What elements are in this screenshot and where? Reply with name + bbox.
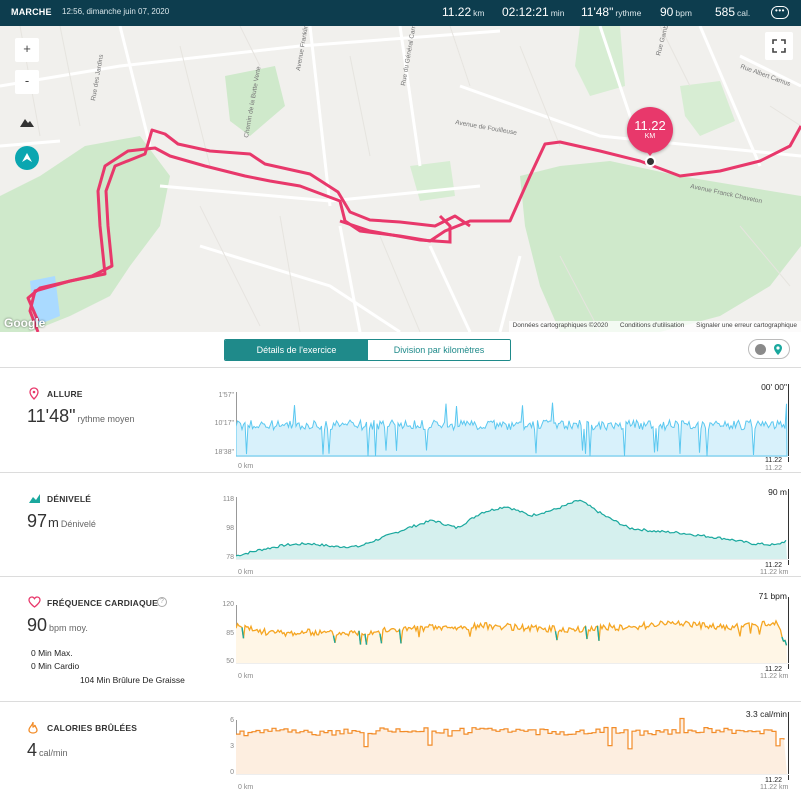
heart-rate-section: FRÉQUENCE CARDIAQUE ? 90 bpm moy. 0 Min M…: [0, 576, 801, 701]
report-error-link[interactable]: Signaler une erreur cartographique: [696, 322, 797, 329]
calories-rate: 4 cal/min: [27, 740, 68, 760]
elevation-current: 90 m: [768, 487, 787, 497]
zoom-in-button[interactable]: +: [15, 38, 39, 62]
calories-x-end: 11.22 km: [760, 784, 789, 791]
distance-marker-value: 11.22: [634, 118, 666, 133]
map-data-credit: Données cartographiques ©2020: [512, 322, 609, 329]
time-distance-toggle[interactable]: [748, 339, 790, 359]
heart-rate-series: [236, 619, 788, 646]
fullscreen-icon[interactable]: [765, 32, 793, 60]
heart-rate-end-value: 11.22: [765, 666, 782, 673]
zone-fat-burn: 104 Min Brûlure De Graisse: [80, 675, 185, 685]
calories-current: 3.3 cal/min: [745, 709, 787, 719]
calories-y-tick: 6: [230, 717, 234, 724]
calories-chart[interactable]: [236, 702, 791, 809]
street-label: Avenue de Fouilleuse: [455, 119, 518, 137]
calories-y-tick: 0: [230, 769, 234, 776]
calories-title: CALORIES BRÛLÉES: [47, 723, 138, 733]
elevation-y-tick: 98: [226, 525, 234, 532]
pace-y-tick: 18'38": [214, 449, 234, 456]
elevation-y-tick: 118: [222, 496, 234, 503]
street-label: Rue Gambetta: [655, 26, 673, 57]
elevation-title: DÉNIVELÉ: [47, 494, 92, 504]
pace-section: ALLURE 11'48" rythme moyen 00' 00" 1'57" …: [0, 367, 801, 472]
header-calories: 585 cal.: [715, 5, 751, 19]
heart-rate-current: 71 bpm: [758, 591, 787, 601]
location-pin-icon: [29, 387, 39, 400]
marker-tail: [645, 150, 655, 156]
calories-end-value: 11.22: [765, 777, 782, 784]
pace-current: 00' 00": [761, 382, 787, 392]
clock-icon[interactable]: [755, 344, 766, 355]
location-arrow-icon[interactable]: [15, 146, 39, 170]
elevation-end-value: 11.22: [765, 562, 782, 569]
pace-chart[interactable]: [236, 368, 791, 473]
activity-header: MARCHE 12:56, dimanche juin 07, 2020 11.…: [0, 0, 801, 26]
header-pace: 11'48" rythme: [581, 5, 642, 19]
heart-rate-y-tick: 120: [222, 601, 234, 608]
header-heart-rate: 90 bpm: [660, 5, 692, 19]
heart-rate-chart[interactable]: [236, 577, 791, 702]
pace-title: ALLURE: [47, 389, 83, 399]
route-map[interactable]: Avenue de Fouilleuse Avenue Franck Chave…: [0, 26, 801, 332]
map-attribution: Données cartographiques ©2020 Conditions…: [508, 321, 801, 332]
elevation-y-tick: 78: [226, 554, 234, 561]
calories-x-start: 0 km: [238, 784, 254, 791]
activity-datetime: 12:56, dimanche juin 07, 2020: [62, 7, 170, 16]
heart-rate-y-tick: 85: [226, 630, 234, 637]
header-duration: 02:12:21 min: [502, 5, 565, 19]
elevation-chart[interactable]: [236, 473, 791, 577]
elevation-area: [236, 500, 787, 559]
distance-marker: 11.22 KM: [627, 107, 673, 153]
elevation-x-end: 11.22 km: [760, 569, 789, 576]
street-label: Rue des Jardins: [90, 53, 105, 101]
elevation-section: DÉNIVELÉ 97m Dénivelé 90 m 118 98 78 0 km…: [0, 472, 801, 576]
distance-marker-unit: KM: [644, 133, 656, 140]
heart-icon: [28, 596, 41, 608]
route-line: [28, 125, 801, 332]
pace-y-tick: 10'17": [214, 420, 234, 427]
tab-exercise-details[interactable]: Détails de l'exercice: [225, 340, 368, 360]
elevation-x-start: 0 km: [238, 569, 254, 576]
terms-link[interactable]: Conditions d'utilisation: [619, 322, 685, 329]
heart-rate-x-start: 0 km: [238, 673, 254, 680]
zone-cardio: 0 Min Cardio: [31, 661, 80, 671]
end-point-marker: [645, 156, 656, 167]
heart-rate-average: 90 bpm moy.: [27, 615, 88, 635]
heart-rate-low-series: [241, 626, 788, 646]
terrain-icon[interactable]: [15, 110, 39, 134]
calories-area: [236, 718, 787, 774]
pace-x-end-label: 11.22: [765, 465, 782, 472]
activity-type: MARCHE: [11, 7, 52, 17]
tab-km-splits[interactable]: Division par kilomètres: [368, 340, 510, 360]
pace-x-start: 0 km: [238, 463, 254, 470]
google-logo: Google: [4, 316, 46, 330]
info-icon[interactable]: ?: [157, 597, 167, 607]
pace-series: [236, 402, 788, 457]
location-pin-icon[interactable]: [772, 343, 784, 356]
elevation-series: [236, 499, 787, 557]
heart-rate-y-tick: 50: [226, 658, 234, 665]
calories-y-tick: 3: [230, 743, 234, 750]
pace-x-end: 11.22: [765, 457, 782, 464]
calories-series: [236, 717, 785, 750]
calories-section: CALORIES BRÛLÉES 4 cal/min 3.3 cal/min 6 …: [0, 701, 801, 808]
heart-rate-title: FRÉQUENCE CARDIAQUE: [47, 598, 159, 608]
elevation-icon: [29, 494, 40, 503]
heart-rate-x-end: 11.22 km: [760, 673, 789, 680]
header-distance: 11.22 km: [442, 5, 485, 19]
elevation-total: 97m Dénivelé: [27, 511, 96, 531]
view-tabs: Détails de l'exercice Division par kilom…: [224, 339, 511, 361]
zoom-out-button[interactable]: -: [15, 70, 39, 94]
map-canvas: Avenue de Fouilleuse Avenue Franck Chave…: [0, 26, 801, 332]
pace-average: 11'48" rythme moyen: [27, 406, 135, 426]
heart-rate-area: [236, 620, 787, 663]
pace-y-tick: 1'57": [218, 392, 234, 399]
zone-peak: 0 Min Max.: [31, 648, 73, 658]
flame-icon: [28, 721, 38, 734]
more-dots-icon[interactable]: •••: [771, 6, 789, 19]
